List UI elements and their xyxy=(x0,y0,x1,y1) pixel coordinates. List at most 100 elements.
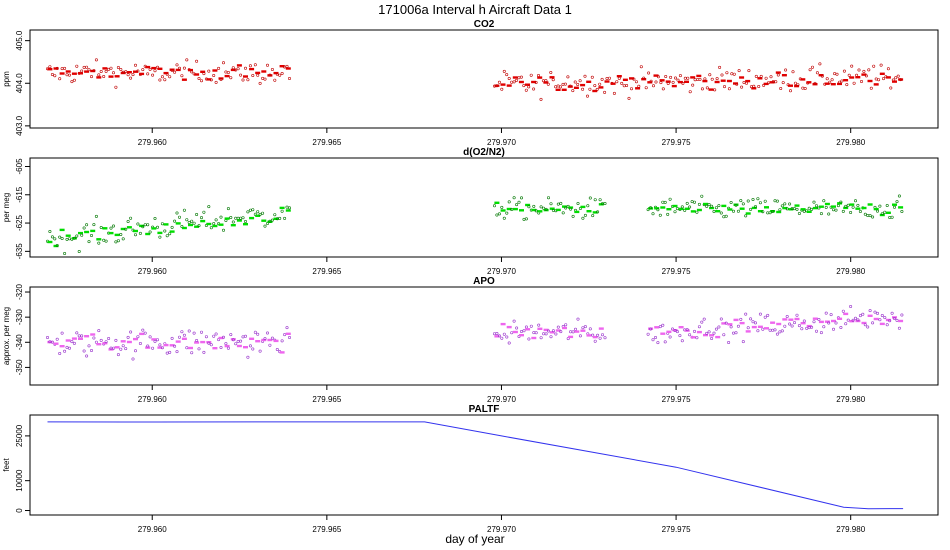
data-point xyxy=(736,209,740,213)
y-tick-label: 25000 xyxy=(15,424,24,447)
data-mark xyxy=(157,231,163,235)
data-point xyxy=(253,330,257,334)
data-point xyxy=(596,333,600,337)
data-point xyxy=(810,65,814,69)
data-point xyxy=(80,334,84,338)
data-mark xyxy=(818,74,824,77)
data-mark xyxy=(261,338,267,342)
data-point xyxy=(207,205,211,209)
data-point xyxy=(740,85,744,89)
data-point xyxy=(651,338,655,342)
data-point xyxy=(788,202,792,206)
data-point xyxy=(505,73,509,77)
data-point xyxy=(124,227,128,231)
data-point xyxy=(696,78,700,82)
data-point xyxy=(785,314,789,318)
data-point xyxy=(231,66,235,70)
data-point xyxy=(180,74,184,78)
data-mark xyxy=(745,212,751,215)
data-point xyxy=(647,71,651,75)
data-point xyxy=(502,69,506,73)
data-mark xyxy=(78,337,83,340)
data-mark xyxy=(53,342,59,345)
panel-title: APO xyxy=(473,276,495,287)
data-point xyxy=(126,73,130,77)
data-point xyxy=(731,209,735,213)
data-point xyxy=(739,199,743,203)
data-point xyxy=(200,216,204,220)
data-point xyxy=(839,325,843,329)
y-tick-label: 403.0 xyxy=(15,115,24,136)
data-point xyxy=(505,211,509,215)
data-point xyxy=(278,73,282,77)
data-point xyxy=(256,210,260,214)
data-point xyxy=(134,349,138,353)
data-point xyxy=(148,230,152,234)
data-point xyxy=(104,69,108,73)
data-point xyxy=(797,324,801,328)
data-point xyxy=(129,330,133,334)
data-mark xyxy=(249,337,255,340)
data-point xyxy=(539,97,543,101)
data-mark xyxy=(892,80,897,83)
data-point xyxy=(741,202,745,206)
data-point xyxy=(163,229,167,233)
data-point xyxy=(658,213,662,217)
data-point xyxy=(583,213,587,217)
figure-title: 171006a Interval h Aircraft Data 1 xyxy=(378,2,572,17)
data-point xyxy=(256,332,260,336)
data-point xyxy=(734,203,738,207)
data-point xyxy=(683,76,687,80)
data-mark xyxy=(224,217,230,220)
data-point xyxy=(776,73,780,77)
x-tick-label: 279.965 xyxy=(312,138,341,147)
data-point xyxy=(639,65,643,69)
data-point xyxy=(141,225,145,229)
data-point xyxy=(568,84,572,88)
y-tick-label: 404.0 xyxy=(15,73,24,94)
data-point xyxy=(285,205,289,209)
data-point xyxy=(813,81,817,85)
data-point xyxy=(834,321,838,325)
x-tick-label: 279.965 xyxy=(312,395,341,404)
y-tick-label: -615 xyxy=(15,186,24,203)
data-point xyxy=(121,237,125,241)
data-mark xyxy=(831,205,836,208)
data-point xyxy=(707,330,711,334)
data-mark xyxy=(843,79,849,82)
data-point xyxy=(515,326,519,330)
data-point xyxy=(881,77,885,81)
data-point xyxy=(824,205,828,209)
data-point xyxy=(212,222,216,226)
data-mark xyxy=(824,202,830,206)
data-point xyxy=(695,210,699,214)
data-mark xyxy=(586,80,592,83)
data-mark xyxy=(690,210,696,213)
data-mark xyxy=(562,326,567,330)
x-tick-label: 279.970 xyxy=(487,267,516,276)
y-tick-label: -320 xyxy=(15,283,24,300)
data-point xyxy=(817,317,821,321)
data-point xyxy=(80,233,84,237)
data-point xyxy=(700,87,704,91)
data-point xyxy=(529,73,533,77)
data-point xyxy=(784,68,788,72)
data-point xyxy=(758,201,762,205)
data-point xyxy=(656,208,660,212)
data-point xyxy=(598,198,602,202)
data-point xyxy=(534,81,538,85)
data-point xyxy=(591,214,595,218)
data-point xyxy=(863,212,867,216)
data-point xyxy=(248,208,252,212)
data-mark xyxy=(684,207,690,210)
data-mark xyxy=(133,229,138,233)
data-point xyxy=(603,336,607,340)
data-point xyxy=(126,335,130,339)
data-mark xyxy=(666,330,672,333)
data-mark xyxy=(114,233,120,237)
data-point xyxy=(585,94,589,98)
data-point xyxy=(600,333,604,337)
data-point xyxy=(60,331,64,335)
data-mark xyxy=(236,219,242,222)
data-mark xyxy=(703,202,708,206)
